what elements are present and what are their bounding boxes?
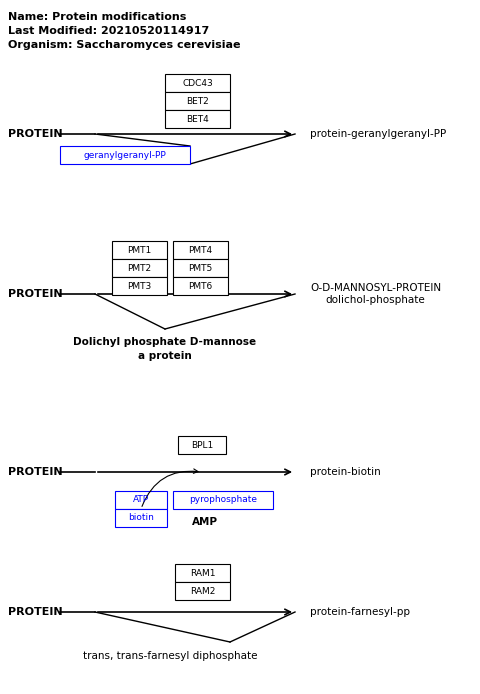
- Text: Organism: Saccharomyces cerevisiae: Organism: Saccharomyces cerevisiae: [8, 40, 240, 50]
- Bar: [165, 74, 230, 92]
- Text: pyrophosphate: pyrophosphate: [189, 496, 257, 505]
- Bar: [112, 277, 167, 295]
- Bar: [178, 436, 226, 454]
- Text: CDC43: CDC43: [182, 78, 213, 87]
- Text: BPL1: BPL1: [191, 441, 213, 450]
- Text: PMT6: PMT6: [188, 282, 213, 291]
- Text: Dolichyl phosphate D-mannose: Dolichyl phosphate D-mannose: [73, 337, 257, 347]
- Text: protein-biotin: protein-biotin: [310, 467, 381, 477]
- Text: PROTEIN: PROTEIN: [8, 289, 62, 299]
- Text: Name: Protein modifications: Name: Protein modifications: [8, 12, 186, 22]
- Text: PROTEIN: PROTEIN: [8, 607, 62, 617]
- Text: PMT5: PMT5: [188, 264, 213, 273]
- Bar: [115, 491, 167, 509]
- Bar: [60, 146, 190, 164]
- Bar: [173, 277, 228, 295]
- Text: trans, trans-farnesyl diphosphate: trans, trans-farnesyl diphosphate: [83, 651, 257, 661]
- Text: O-D-MANNOSYL-PROTEIN
dolichol-phosphate: O-D-MANNOSYL-PROTEIN dolichol-phosphate: [310, 283, 441, 305]
- Bar: [112, 241, 167, 259]
- Bar: [112, 259, 167, 277]
- Bar: [173, 241, 228, 259]
- Text: RAM1: RAM1: [190, 568, 215, 577]
- Text: RAM2: RAM2: [190, 586, 215, 595]
- Bar: [173, 259, 228, 277]
- Text: PMT3: PMT3: [127, 282, 152, 291]
- Text: AMP: AMP: [192, 517, 218, 527]
- Text: PROTEIN: PROTEIN: [8, 467, 62, 477]
- Bar: [173, 491, 273, 509]
- Bar: [175, 564, 230, 582]
- Text: biotin: biotin: [128, 514, 154, 523]
- Text: PROTEIN: PROTEIN: [8, 129, 62, 139]
- Text: protein-geranylgeranyl-PP: protein-geranylgeranyl-PP: [310, 129, 446, 139]
- Text: BET2: BET2: [186, 96, 209, 105]
- Text: ATP: ATP: [133, 496, 149, 505]
- Bar: [175, 582, 230, 600]
- Bar: [165, 92, 230, 110]
- Text: PMT4: PMT4: [189, 246, 213, 255]
- Text: PMT2: PMT2: [127, 264, 152, 273]
- Text: PMT1: PMT1: [127, 246, 152, 255]
- Bar: [165, 110, 230, 128]
- Text: protein-farnesyl-pp: protein-farnesyl-pp: [310, 607, 410, 617]
- Text: BET4: BET4: [186, 115, 209, 124]
- Text: Last Modified: 20210520114917: Last Modified: 20210520114917: [8, 26, 209, 36]
- Text: geranylgeranyl-PP: geranylgeranyl-PP: [84, 151, 167, 160]
- Text: a protein: a protein: [138, 351, 192, 361]
- Bar: [115, 509, 167, 527]
